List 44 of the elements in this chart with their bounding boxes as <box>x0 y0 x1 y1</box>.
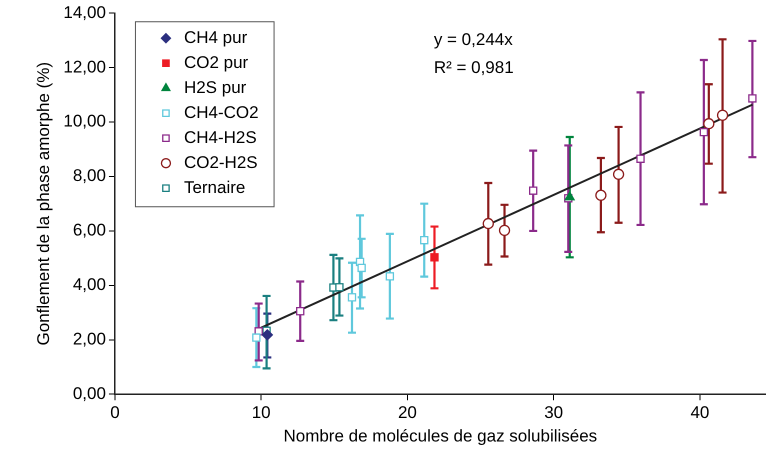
annotation: R² = 0,981 <box>434 58 514 77</box>
x-axis-title: Nombre de molécules de gaz solubilisées <box>283 426 598 446</box>
point <box>386 272 394 281</box>
x-tick-label: 30 <box>544 403 564 422</box>
y-tick-label: 0,00 <box>72 384 106 403</box>
x-tick-label: 40 <box>690 403 710 422</box>
point <box>595 190 607 201</box>
x-tick-label: 20 <box>398 403 417 422</box>
point <box>420 236 428 244</box>
y-tick-label: 6,00 <box>72 220 106 240</box>
x-tick-label: 10 <box>252 403 271 422</box>
legend-label: CH4-CO2 <box>184 102 259 122</box>
annotation: y = 0,244x <box>434 30 514 49</box>
point <box>252 333 261 342</box>
point <box>612 168 624 180</box>
y-tick-label: 4,00 <box>72 275 106 294</box>
legend-label: CO2 pur <box>184 52 249 72</box>
y-tick-label: 14,00 <box>63 2 106 22</box>
point <box>357 264 366 272</box>
point <box>348 293 356 302</box>
y-tick-label: 10,00 <box>63 112 106 131</box>
point <box>703 118 714 130</box>
point <box>430 253 439 262</box>
point <box>748 94 757 103</box>
point <box>564 192 575 200</box>
y-tick-label: 8,00 <box>72 166 106 186</box>
point <box>636 154 645 163</box>
legend-label: CO2-H2S <box>184 152 258 172</box>
point <box>296 307 304 316</box>
y-tick-label: 2,00 <box>72 329 106 348</box>
point <box>700 128 708 136</box>
point <box>498 224 510 236</box>
legend-label: CH4 pur <box>184 28 248 47</box>
point <box>335 283 344 292</box>
x-tick-label: 0 <box>110 403 120 422</box>
legend-label: CH4-H2S <box>184 128 257 147</box>
y-axis-title: Gonflement de la phase amorphe (%) <box>34 62 53 346</box>
legend-label: Ternaire <box>184 178 246 197</box>
y-tick-label: 12,00 <box>63 57 106 76</box>
point <box>716 110 728 121</box>
point <box>262 329 273 341</box>
point <box>528 186 538 195</box>
point <box>482 218 494 230</box>
legend-label: H2S pur <box>184 78 247 97</box>
